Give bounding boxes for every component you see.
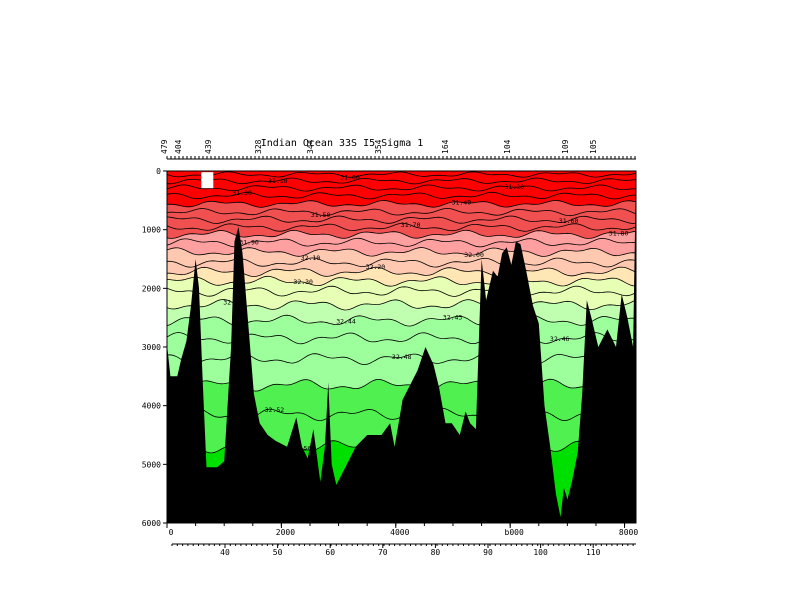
- x-tick-label: 8000: [619, 528, 638, 537]
- contour-label: 32.52: [265, 406, 285, 414]
- color-band: [167, 171, 636, 178]
- contour-line: [167, 223, 636, 232]
- contour-label: 31.30: [232, 189, 252, 197]
- contour-label: 32.20: [366, 263, 386, 271]
- contour-line: [167, 199, 636, 208]
- color-band: [167, 200, 636, 216]
- y-tick-label: 1000: [142, 226, 161, 235]
- y-tick-label: 2000: [142, 284, 161, 293]
- contour-label: 31.50: [311, 211, 331, 219]
- station-label: 479: [160, 139, 169, 154]
- lon-tick-label: 80: [431, 548, 441, 557]
- contour-line: [167, 275, 636, 287]
- station-label: 104: [503, 139, 512, 154]
- station-label: 439: [204, 139, 213, 154]
- station-label: 344: [306, 139, 315, 154]
- y-tick-label: 6000: [142, 519, 161, 528]
- x-tick-label: 0: [169, 528, 174, 537]
- x-tick-label: 4000: [390, 528, 409, 537]
- color-band: [167, 171, 636, 184]
- color-band: [167, 230, 636, 247]
- contour-label: 31.60: [559, 217, 579, 225]
- contour-label: 32.46: [550, 335, 570, 343]
- contour-line: [167, 207, 636, 217]
- contour-line: [167, 229, 636, 239]
- y-tick-label: 5000: [142, 460, 161, 469]
- contour-line: [167, 237, 636, 248]
- contour-line: [167, 215, 636, 224]
- contour-label: 31.20: [505, 183, 525, 191]
- contour-line: [167, 177, 636, 185]
- contour-label: 31.10: [268, 177, 288, 185]
- seafloor: [167, 171, 636, 523]
- contour-label: 31.80: [609, 229, 629, 237]
- contour-label: 32.00: [464, 251, 484, 259]
- data-gap-marker: [201, 172, 214, 189]
- color-band: [167, 184, 636, 199]
- lon-tick-label: 110: [586, 548, 601, 557]
- station-label: 105: [589, 139, 598, 154]
- station-label: 109: [561, 139, 570, 154]
- lon-tick-label: 70: [378, 548, 388, 557]
- station-label: 404: [174, 139, 183, 154]
- station-label: 328: [254, 139, 263, 154]
- contour-label: 32.30: [293, 278, 313, 286]
- color-band: [167, 216, 636, 232]
- contour-label: 31.00: [340, 173, 360, 181]
- contour-line: [167, 257, 636, 268]
- lon-tick-label: 90: [483, 548, 493, 557]
- contour-label: 32.43: [443, 314, 463, 322]
- station-label: 354: [374, 139, 383, 154]
- contour-label: 31.70: [401, 221, 421, 229]
- y-tick-label: 3000: [142, 343, 161, 352]
- station-label: 164: [441, 139, 450, 154]
- contour-line: [167, 266, 636, 278]
- lon-tick-label: 60: [325, 548, 335, 557]
- contour-line: [167, 184, 636, 192]
- lon-tick-label: 40: [220, 548, 230, 557]
- color-band: [167, 223, 636, 239]
- color-band: [167, 208, 636, 224]
- x-tick-label: 2000: [276, 528, 295, 537]
- contour-label: 32.48: [392, 353, 412, 361]
- color-band: [167, 192, 636, 208]
- contour-line: [167, 247, 636, 257]
- contour-label: 32.44: [336, 318, 356, 326]
- contour-label: 31.90: [239, 239, 259, 247]
- contour-line: [167, 171, 636, 178]
- x-tick-label: b000: [505, 528, 524, 537]
- lon-tick-label: 100: [533, 548, 548, 557]
- lon-tick-label: 50: [273, 548, 283, 557]
- contour-line: [167, 191, 636, 200]
- axes: 0 1000 2000 3000 4000 5000 6000 0 2000 4000 b000 80…: [142, 139, 639, 557]
- color-band: [167, 178, 636, 192]
- color-band: [167, 238, 636, 257]
- contour-label: 31.40: [452, 198, 472, 206]
- chart-title: Indian Ocean 33S I5 Sigma 1: [261, 138, 424, 149]
- y-tick-label: 0: [156, 167, 161, 176]
- color-band: [167, 257, 636, 277]
- contour-label: 32.10: [301, 254, 321, 262]
- y-tick-label: 4000: [142, 402, 161, 411]
